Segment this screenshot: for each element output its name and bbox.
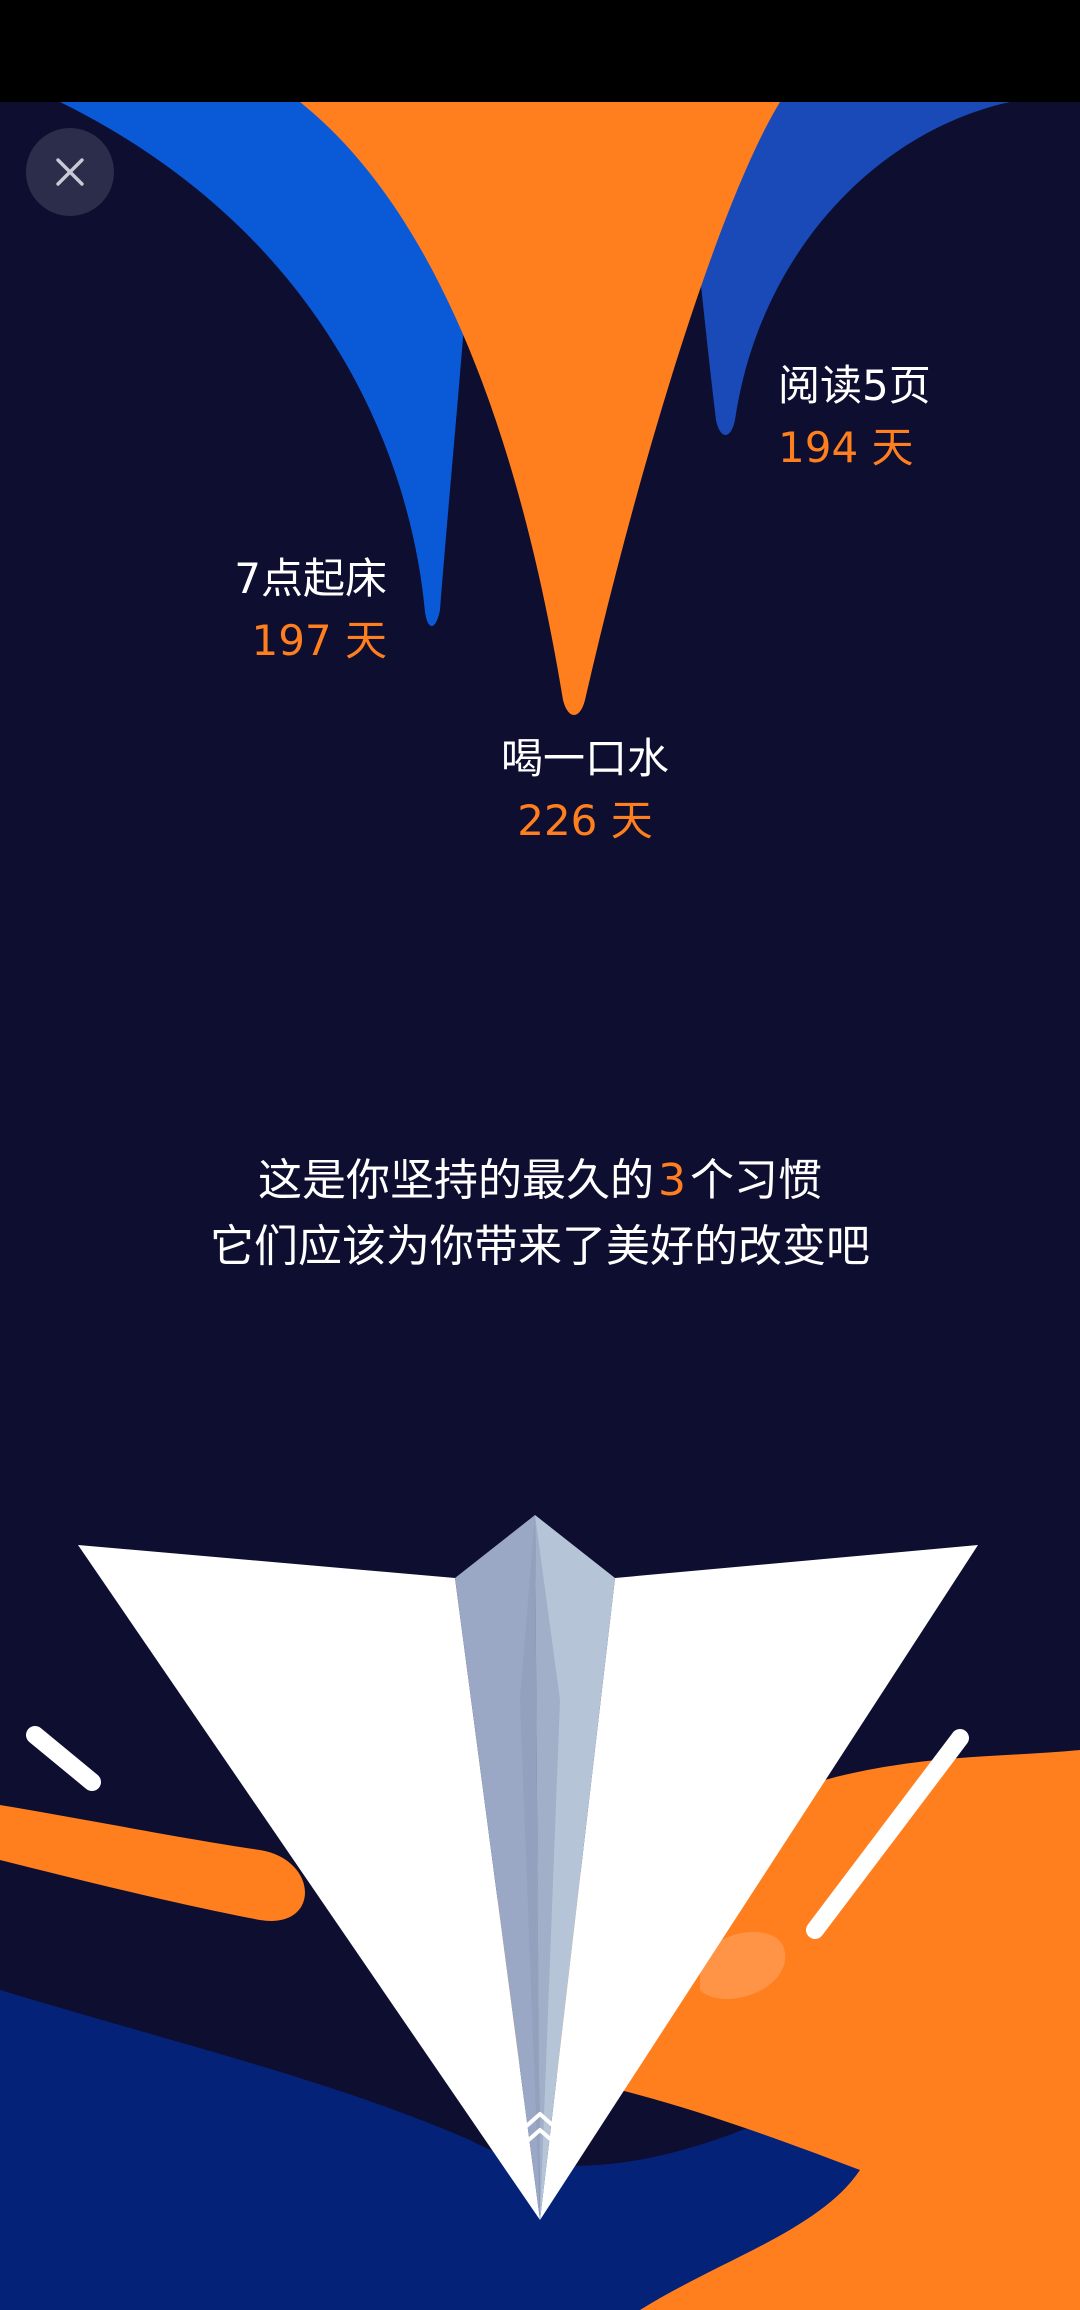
habit-days: 194 天 — [778, 427, 931, 469]
status-bar — [0, 0, 1080, 102]
habit-days: 197 天 — [234, 620, 387, 662]
motion-streak-left — [35, 1735, 92, 1782]
chevron-up-icon[interactable] — [500, 2100, 580, 2170]
summary-line-1-end: 个习惯 — [690, 1155, 822, 1206]
habit-item-drink-water: 喝一口水 226 天 — [435, 738, 735, 842]
habit-item-read: 阅读5页 194 天 — [778, 365, 931, 469]
habit-name: 阅读5页 — [778, 365, 931, 407]
summary-text: 这是你坚持的最久的3个习惯 它们应该为你带来了美好的改变吧 — [0, 1148, 1080, 1280]
habit-item-wake-up: 7点起床 197 天 — [234, 558, 387, 662]
habit-days: 226 天 — [435, 800, 735, 842]
summary-line-2: 它们应该为你带来了美好的改变吧 — [0, 1214, 1080, 1280]
summary-line-1: 这是你坚持的最久的3个习惯 — [0, 1148, 1080, 1214]
orange-wave-left — [0, 1805, 305, 1921]
habit-count: 3 — [658, 1155, 686, 1206]
habit-name: 喝一口水 — [435, 738, 735, 780]
close-icon — [53, 155, 87, 189]
habit-name: 7点起床 — [234, 558, 387, 600]
close-button[interactable] — [26, 128, 114, 216]
summary-line-1-start: 这是你坚持的最久的 — [258, 1155, 654, 1206]
